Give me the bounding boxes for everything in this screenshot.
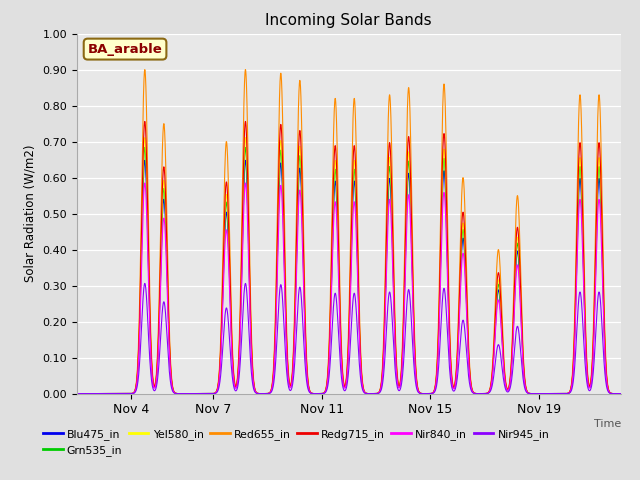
Title: Incoming Solar Bands: Incoming Solar Bands xyxy=(266,13,432,28)
Text: Time: Time xyxy=(593,419,621,429)
Y-axis label: Solar Radiation (W/m2): Solar Radiation (W/m2) xyxy=(24,145,36,282)
Text: BA_arable: BA_arable xyxy=(88,43,163,56)
Legend: Blu475_in, Grn535_in, Yel580_in, Red655_in, Redg715_in, Nir840_in, Nir945_in: Blu475_in, Grn535_in, Yel580_in, Red655_… xyxy=(38,424,554,460)
